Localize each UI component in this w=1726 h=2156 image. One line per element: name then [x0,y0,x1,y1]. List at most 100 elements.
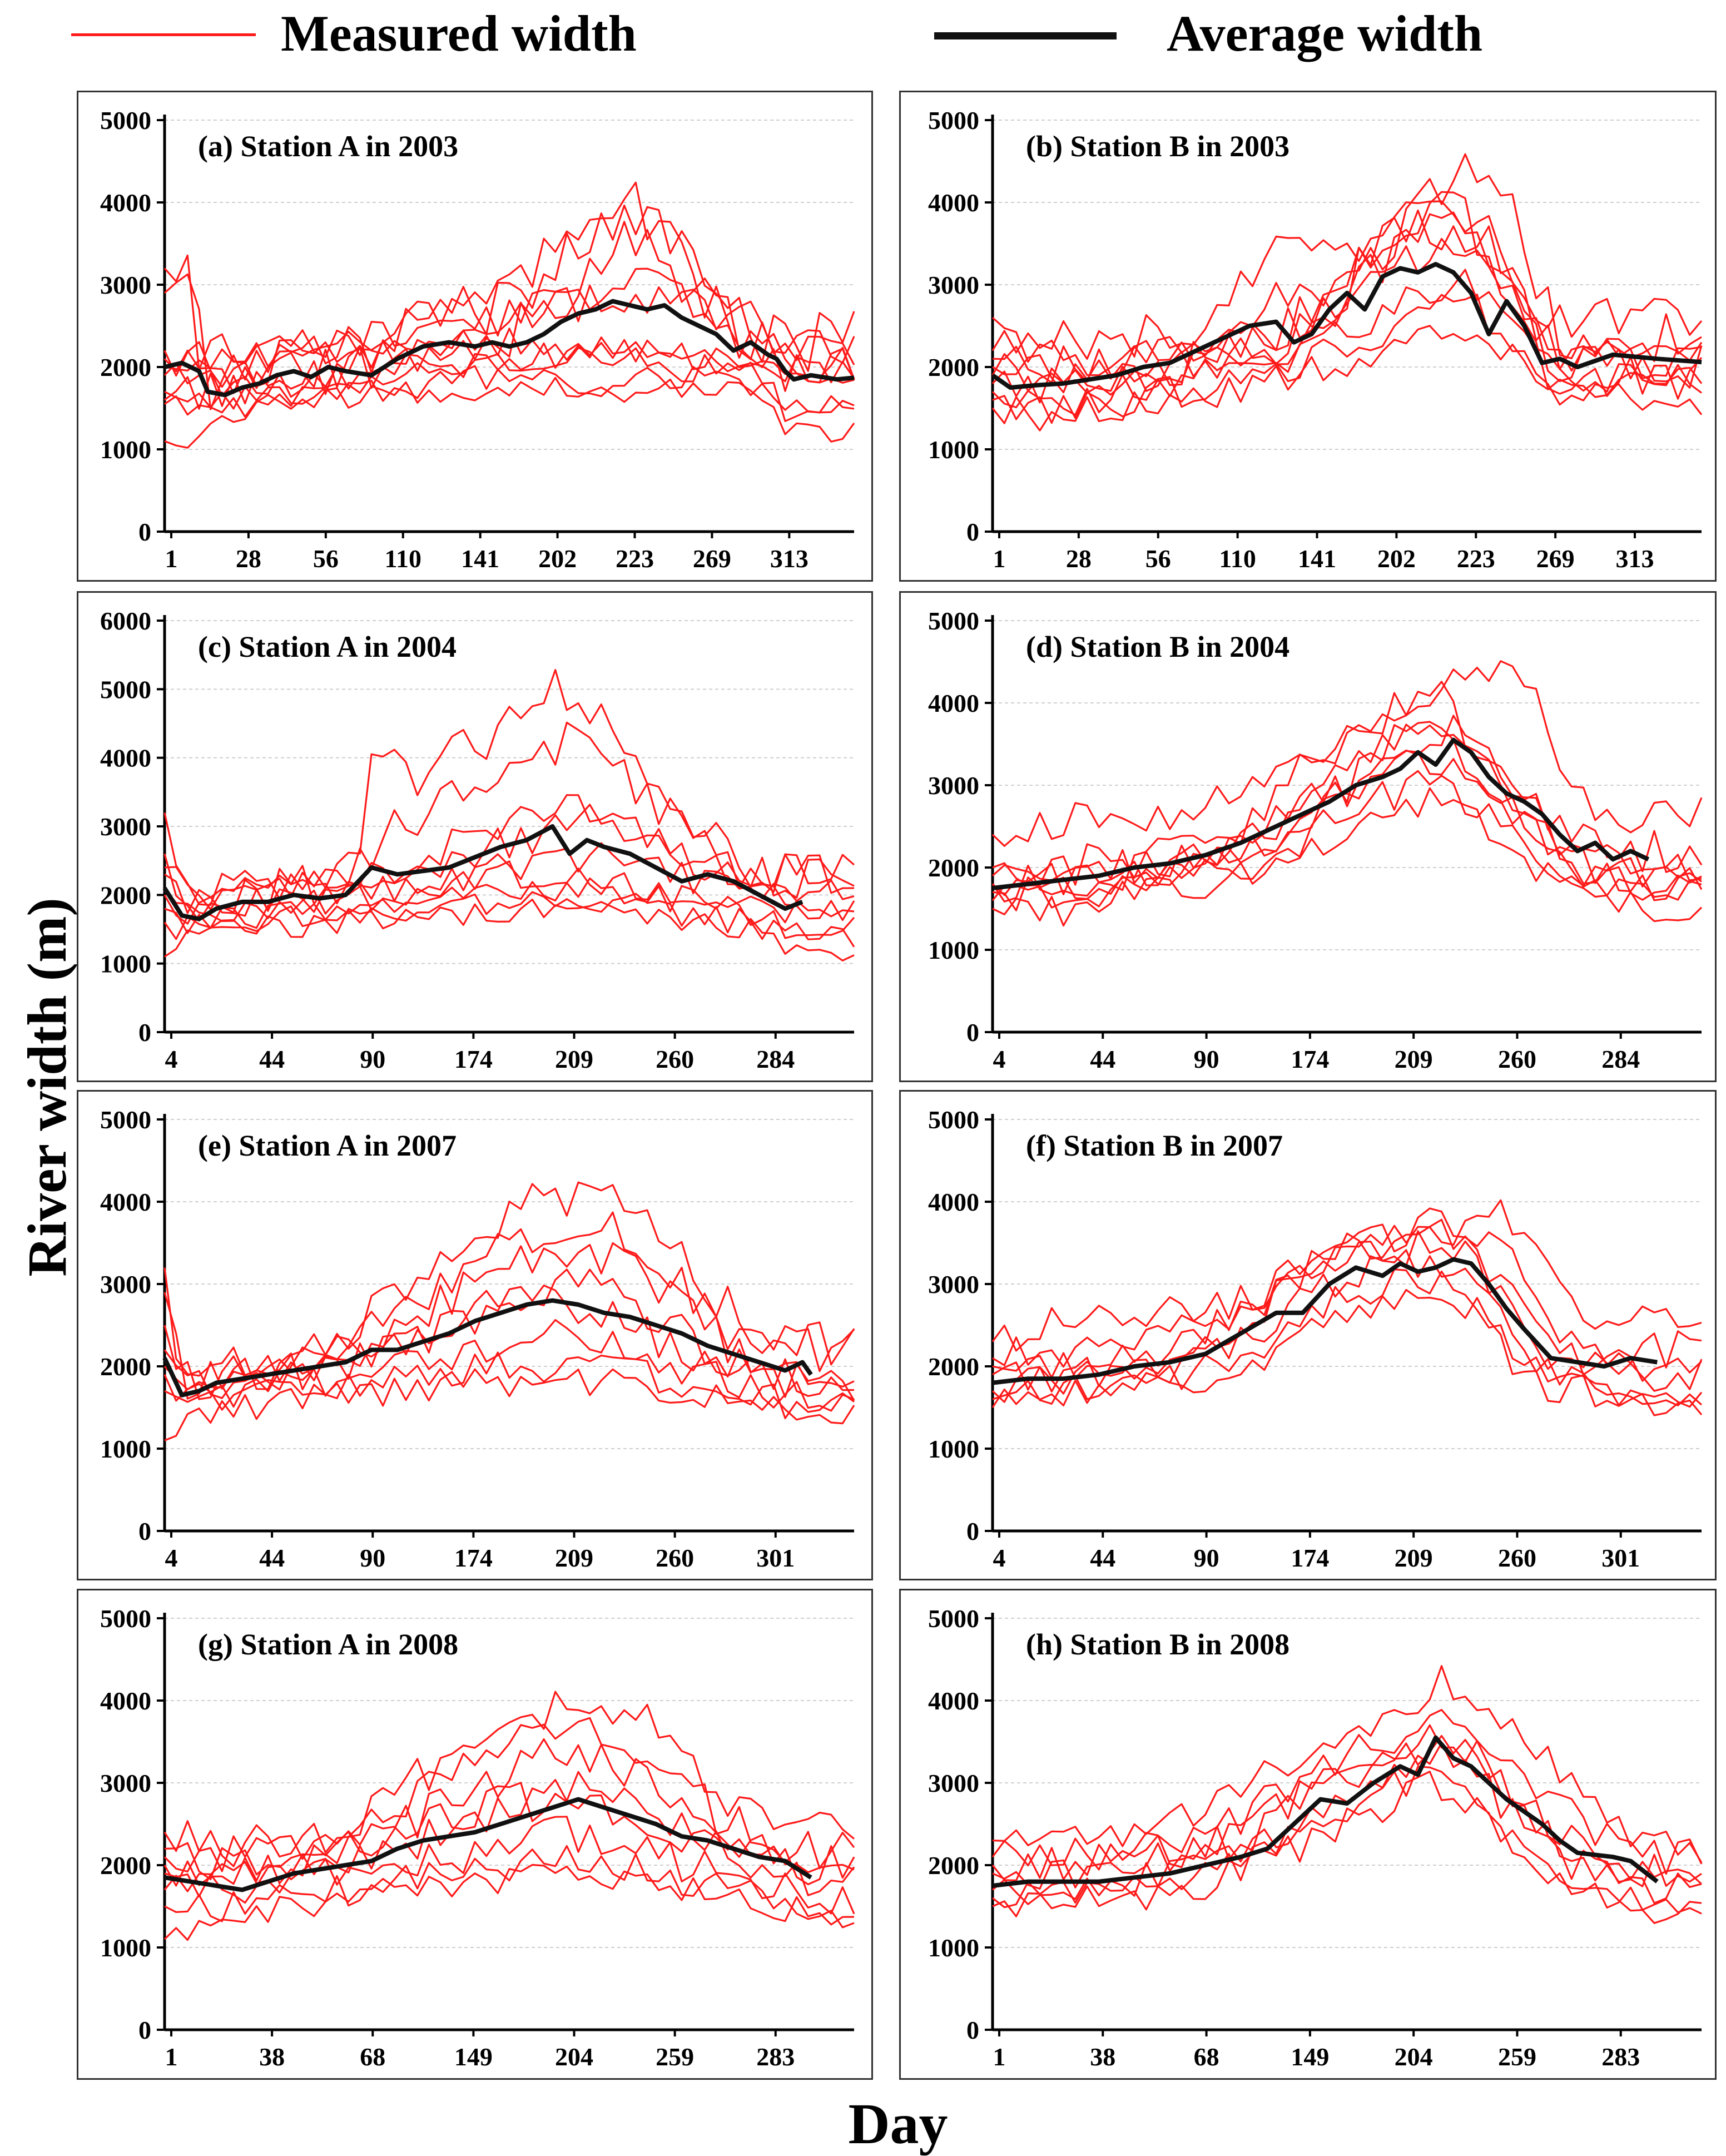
x-tick-label: 90 [360,1544,385,1572]
panel-station-b-2007: 0 1000 2000 3000 4000 5000 4 44 90 174 209 260 301 (f… [899,1090,1717,1580]
measured-series-line [991,153,1702,376]
x-tick-label: 141 [461,544,499,573]
measured-series-line [163,254,855,371]
x-tick-label: 301 [1601,1544,1640,1572]
y-tick-label: 3000 [100,1270,151,1298]
y-tick-label: 2000 [928,353,979,381]
x-tick-label: 269 [693,544,731,573]
panel-station-a-2007: 0 1000 2000 3000 4000 5000 4 44 90 174 209 260 301 (e… [77,1090,873,1580]
panel-station-b-2008: 0 1000 2000 3000 4000 5000 1 38 68 149 204 259 283 (h… [899,1589,1717,2080]
measured-series-line [163,1816,855,1915]
panel-title: (h) Station B in 2008 [1026,1628,1289,1661]
panel-title: (a) Station A in 2003 [198,130,458,163]
measured-series-line [163,1782,855,1874]
measured-series-line [991,721,1702,896]
measured-series-line [164,1351,855,1420]
measured-series-line [163,860,855,924]
y-tick-label: 5000 [928,1106,979,1134]
x-tick-label: 174 [454,1045,493,1073]
x-tick-label: 260 [656,1045,694,1073]
y-tick-label: 4000 [928,689,979,717]
panel-title: (e) Station A in 2007 [198,1129,457,1162]
y-tick-label: 2000 [928,854,979,882]
measured-series-line [163,1691,855,1867]
x-tick-label: 209 [555,1045,593,1073]
y-tick-label: 4000 [100,1687,151,1715]
measured-series-line [164,794,855,914]
y-tick-label: 0 [138,1018,151,1047]
y-tick-label: 3000 [100,271,151,299]
chart-a: 0 1000 2000 3000 4000 5000 1 28 56 110 141 202 223 26… [100,106,855,573]
panel-title: (b) Station B in 2003 [1026,130,1289,163]
x-tick-label: 202 [1377,544,1416,573]
x-tick-label: 110 [1219,544,1256,573]
measured-series-line [991,1199,1702,1352]
measured-series-line [164,221,855,410]
x-tick-label: 313 [1616,544,1654,573]
x-tick-label: 44 [1090,1544,1115,1572]
x-tick-label: 38 [259,2043,285,2071]
y-tick-label: 5000 [100,675,151,703]
y-tick-label: 3000 [928,271,979,299]
measured-series-line [163,328,855,384]
measured-series-line [163,891,855,948]
measured-series-line [164,376,855,449]
y-tick-label: 2000 [100,881,151,909]
measured-series-line [163,1863,855,1941]
measured-series-line [991,1288,1703,1408]
x-tick-label: 90 [1194,1544,1219,1572]
measured-series-line [164,804,855,910]
measured-series-line [991,660,1703,847]
measured-series-line [163,1181,855,1377]
measured-series-line [163,721,855,922]
y-tick-label: 5000 [100,1604,151,1633]
measured-series-line [163,181,855,388]
measured-series-line [164,1771,855,1897]
x-tick-label: 44 [1090,1045,1115,1073]
x-tick-label: 38 [1090,2043,1115,2071]
measured-series-line [164,365,855,418]
x-tick-label: 284 [1601,1045,1640,1073]
measured-series-line [992,1665,1703,1863]
x-tick-label: 28 [1066,544,1092,573]
average-legend-swatch [934,32,1117,39]
average-series-line [992,1735,1659,1888]
measured-series-line [163,1242,855,1400]
panel-title: (d) Station B in 2004 [1026,630,1289,663]
average-series-line [992,1257,1658,1385]
y-tick-label: 1000 [100,1934,151,1962]
measured-series-line [992,1724,1702,1890]
measured-series-line [164,1717,855,1880]
measured-series-line [992,294,1703,424]
measured-series-line [991,325,1703,432]
x-tick-label: 1 [993,2043,1006,2071]
x-tick-label: 44 [259,1045,285,1073]
x-tick-label: 141 [1298,544,1336,573]
x-tick-label: 149 [1291,2043,1329,2071]
x-tick-label: 209 [555,1544,593,1572]
measured-series-line [992,750,1703,923]
y-tick-label: 0 [138,518,151,546]
x-tick-label: 56 [313,544,339,573]
x-tick-label: 28 [236,544,261,573]
x-tick-label: 313 [770,544,809,573]
panel-station-a-2008: 0 1000 2000 3000 4000 5000 1 38 68 149 204 259 283 (g… [77,1589,873,2080]
average-series-line [992,737,1650,890]
x-tick-label: 283 [1601,2043,1640,2071]
average-series-line [164,299,855,398]
panel-title: (f) Station B in 2007 [1026,1129,1283,1162]
measured-series-line [163,204,855,410]
y-tick-label: 0 [966,1018,979,1047]
x-tick-label: 4 [165,1045,178,1073]
y-tick-label: 0 [138,1517,151,1545]
y-tick-label: 3000 [928,771,979,800]
x-tick-label: 223 [1457,544,1495,573]
measured-series-line [164,1845,855,1929]
y-tick-label: 4000 [100,1188,151,1216]
measured-series-line [164,346,855,422]
x-tick-label: 1 [165,544,178,573]
measured-series-line [992,1268,1703,1416]
measured-legend-label: Measured width [281,5,637,62]
